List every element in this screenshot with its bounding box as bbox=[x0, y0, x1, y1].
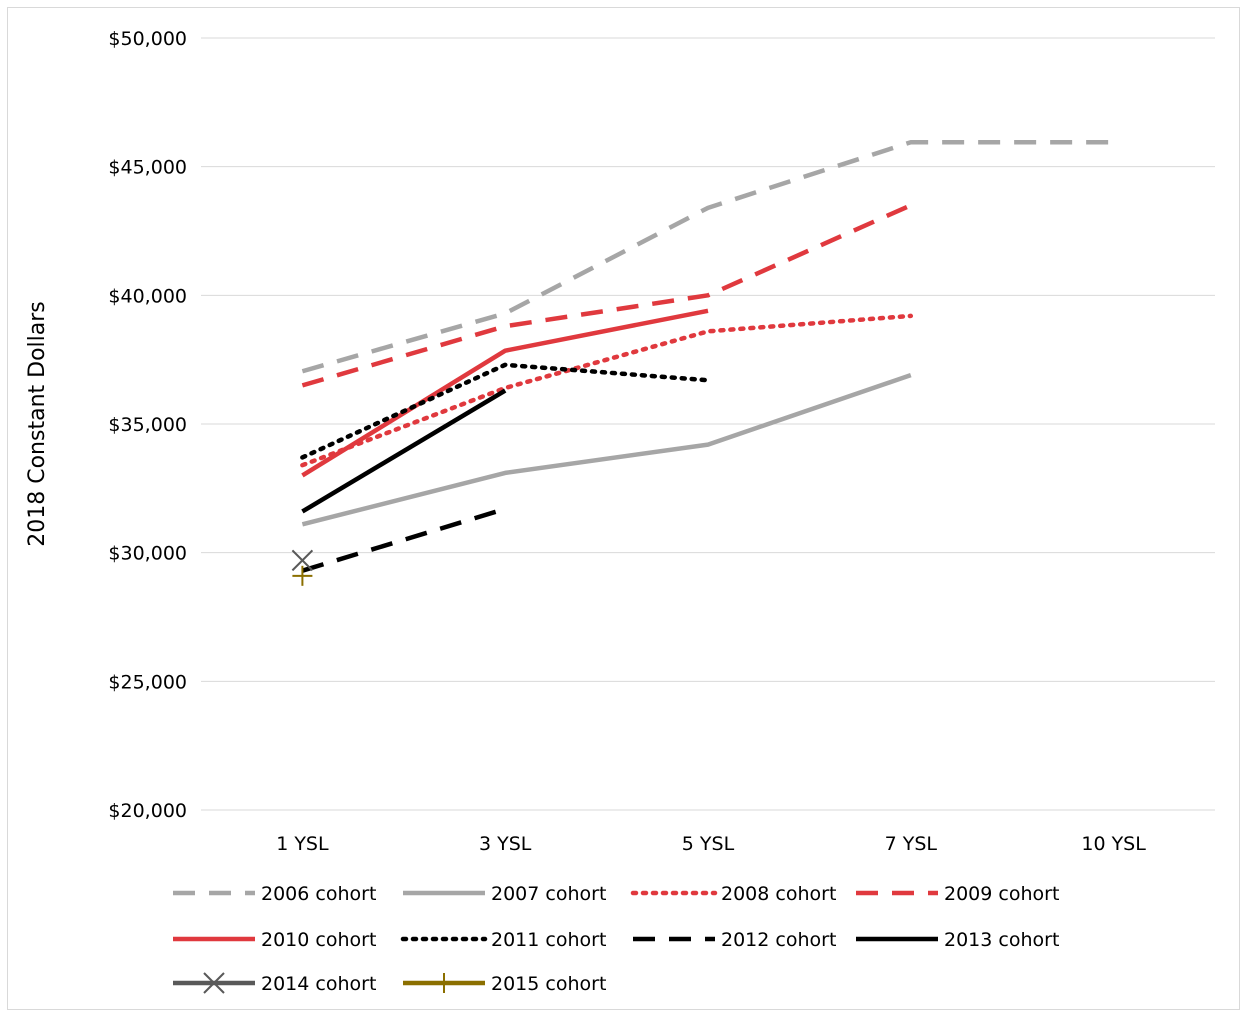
y-tick-label: $35,000 bbox=[108, 414, 187, 436]
y-tick-label: $50,000 bbox=[108, 28, 187, 50]
series-line-2007-cohort bbox=[301, 372, 912, 527]
y-tick-label: $25,000 bbox=[108, 671, 187, 693]
x-tick-label: 10 YSL bbox=[1081, 833, 1146, 855]
series-line-2013-cohort bbox=[301, 388, 507, 514]
legend-label: 2015 cohort bbox=[491, 973, 606, 995]
series-line-2006-cohort bbox=[301, 139, 1114, 374]
data-marker-2014-cohort bbox=[291, 549, 314, 572]
y-tick-label: $45,000 bbox=[108, 157, 187, 179]
legend-label: 2010 cohort bbox=[261, 929, 376, 951]
legend-label: 2009 cohort bbox=[944, 883, 1059, 905]
chart-frame: $20,000 $25,000 $30,000 $35,000 $40,000 $45,0… bbox=[7, 7, 1240, 1010]
x-tick-label: 3 YSL bbox=[479, 833, 532, 855]
x-tick-label: 1 YSL bbox=[276, 833, 329, 855]
legend-label: 2008 cohort bbox=[721, 883, 836, 905]
legend-marker-2014-cohort bbox=[203, 972, 225, 994]
legend-label: 2013 cohort bbox=[944, 929, 1059, 951]
x-tick-label: 5 YSL bbox=[682, 833, 735, 855]
y-axis-label: 2018 Constant Dollars bbox=[25, 301, 50, 547]
legend-label: 2014 cohort bbox=[261, 973, 376, 995]
series-line-2011-cohort bbox=[300, 362, 711, 460]
legend-label: 2011 cohort bbox=[491, 929, 606, 951]
line-chart: $20,000 $25,000 $30,000 $35,000 $40,000 $45,0… bbox=[25, 28, 1215, 995]
series-line-2008-cohort bbox=[300, 313, 914, 468]
y-tick-label: $40,000 bbox=[108, 285, 187, 307]
legend-label: 2006 cohort bbox=[261, 883, 376, 905]
legend-label: 2012 cohort bbox=[721, 929, 836, 951]
y-tick-label: $30,000 bbox=[108, 543, 187, 565]
series-line-2010-cohort bbox=[301, 308, 709, 478]
y-tick-label: $20,000 bbox=[108, 800, 187, 822]
x-tick-label: 7 YSL bbox=[885, 833, 938, 855]
legend-label: 2007 cohort bbox=[491, 883, 606, 905]
